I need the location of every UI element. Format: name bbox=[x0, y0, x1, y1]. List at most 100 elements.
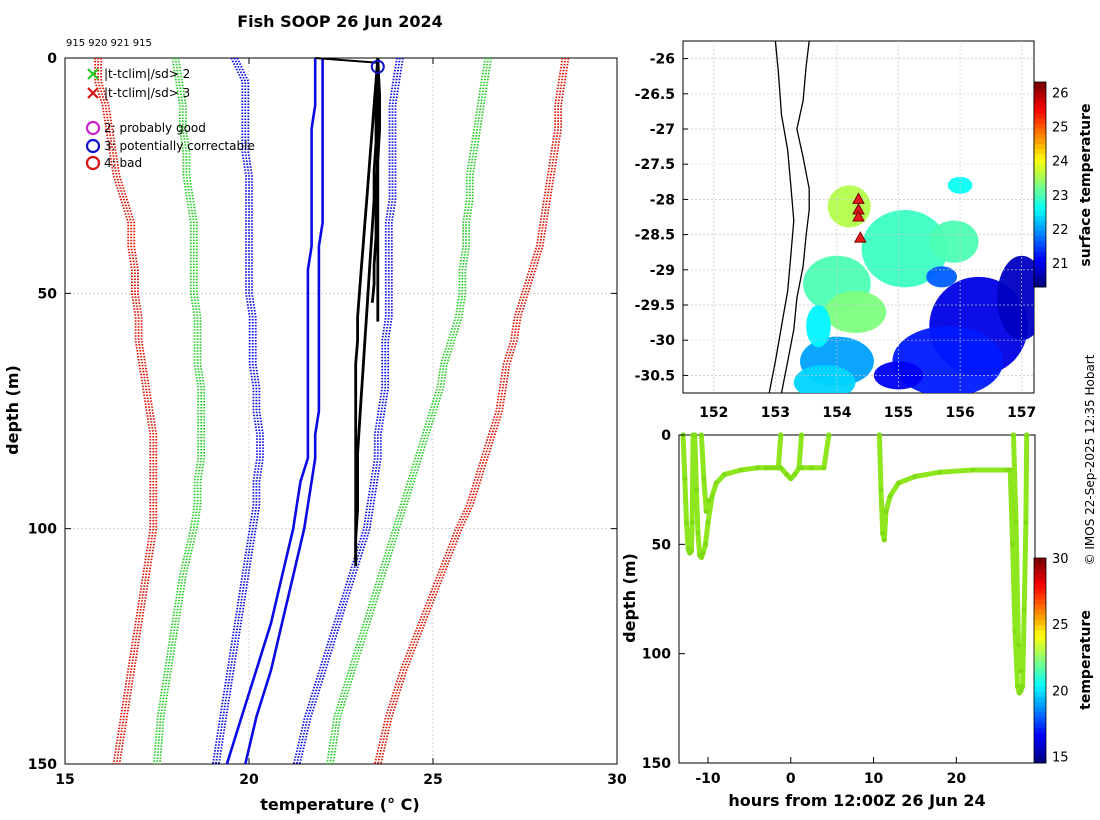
colorbar-cell bbox=[1034, 614, 1046, 620]
map-y-tick-label: -30.5 bbox=[635, 368, 675, 384]
bound-line-right bbox=[329, 57, 490, 765]
td-x-tick-label: 20 bbox=[947, 771, 967, 787]
colorbar-cell bbox=[1034, 184, 1046, 191]
colorbar-cell bbox=[1034, 660, 1046, 667]
colorbar-cell bbox=[1034, 240, 1046, 247]
colorbar-cell bbox=[1034, 593, 1046, 600]
td-point bbox=[1015, 642, 1021, 648]
bound-line-right bbox=[332, 57, 493, 765]
legend: |t-tclim|/sd> 2 |t-tclim|/sd> 3 2: probabl… bbox=[85, 67, 255, 171]
map-x-tick-label: 154 bbox=[822, 405, 851, 421]
colorbar-cell bbox=[1034, 573, 1046, 579]
td-trace bbox=[698, 432, 712, 514]
map-y-tick-label: -29 bbox=[650, 263, 675, 279]
td-point bbox=[695, 530, 701, 536]
td-trace bbox=[692, 432, 769, 560]
td-point bbox=[709, 493, 715, 499]
colorbar-cell bbox=[1034, 230, 1046, 237]
colorbar-cell bbox=[1034, 133, 1046, 139]
td-x-tick-label: 10 bbox=[864, 771, 884, 787]
colorbar-cell bbox=[1034, 82, 1046, 88]
colorbar-cell bbox=[1034, 629, 1046, 636]
td-y-tick-label: 150 bbox=[642, 756, 671, 772]
colorbar-cell bbox=[1034, 563, 1046, 569]
map-x-tick-label: 155 bbox=[884, 405, 913, 421]
sst-patch bbox=[824, 290, 887, 334]
time-depth-panel: -10 0 10 20 0 50 100 150 hours from 12:00Z 26 J… bbox=[620, 428, 1094, 810]
profile-line bbox=[354, 57, 380, 562]
colorbar-cell bbox=[1034, 169, 1046, 175]
td-ticks: -10 0 10 20 0 50 100 150 bbox=[642, 428, 967, 787]
td-point bbox=[821, 465, 827, 471]
td-point bbox=[767, 465, 773, 471]
td-point bbox=[895, 480, 901, 486]
bound-line-left bbox=[100, 58, 158, 765]
qc-flag-marker bbox=[370, 59, 385, 74]
colorbar-cell bbox=[1034, 604, 1046, 610]
map-x-tick-label: 157 bbox=[1007, 405, 1036, 421]
map-y-tick-label: -26.5 bbox=[635, 87, 675, 103]
colorbar-cell bbox=[1034, 737, 1046, 743]
td-point bbox=[778, 465, 784, 471]
colorbar-cell bbox=[1034, 107, 1046, 114]
colorbar-cell bbox=[1034, 722, 1046, 728]
colorbar-cell bbox=[1034, 271, 1046, 278]
profile-ids: 915 920 921 915 bbox=[66, 38, 152, 49]
td-point bbox=[788, 476, 794, 482]
td-point bbox=[778, 432, 784, 438]
map-y-tick-label: -29.5 bbox=[635, 298, 675, 314]
bound-line-left bbox=[94, 58, 152, 765]
colorbar-cell bbox=[1034, 179, 1046, 185]
map-colorbar-label: surface temperature bbox=[1078, 103, 1094, 266]
bound-line-left bbox=[156, 57, 203, 765]
sst-patch bbox=[793, 364, 856, 393]
y-tick-label: 0 bbox=[47, 51, 57, 67]
colorbar-cell bbox=[1034, 112, 1046, 119]
stations bbox=[852, 192, 867, 243]
colorbar-cell bbox=[1034, 210, 1046, 216]
td-y-tick-label: 50 bbox=[652, 537, 672, 553]
td-plot-area bbox=[678, 434, 1036, 764]
colorbar-cell bbox=[1034, 148, 1046, 155]
bound-line-left bbox=[159, 57, 206, 765]
colorbar-tick-label: 26 bbox=[1052, 86, 1069, 101]
colorbar-tick-label: 25 bbox=[1052, 618, 1069, 633]
legend-marker-o bbox=[85, 138, 101, 154]
chart-title: Fish SOOP 26 Jun 2024 bbox=[237, 12, 443, 31]
profile-line bbox=[354, 58, 380, 567]
colorbar-cell bbox=[1034, 215, 1046, 221]
colorbar-cell bbox=[1034, 276, 1046, 283]
colorbar-cell bbox=[1034, 558, 1046, 564]
bound-line-left bbox=[97, 58, 155, 765]
surface-line bbox=[315, 57, 378, 64]
colorbar-cell bbox=[1034, 609, 1046, 615]
map-ticks: 152 153 154 155 156 157 -26 -26.5 -27 -27.5 -28 -28… bbox=[635, 52, 1037, 421]
legend-label: 3: potentially correctable bbox=[104, 139, 255, 153]
profile-xlabel: temperature (° C) bbox=[260, 795, 419, 814]
td-point bbox=[1024, 432, 1030, 438]
td-point bbox=[771, 465, 777, 471]
legend-marker-x bbox=[87, 87, 99, 99]
bound-line-left bbox=[153, 57, 200, 765]
td-point bbox=[706, 498, 712, 504]
map-y-tick-label: -27.5 bbox=[635, 157, 675, 173]
colorbar-tick-label: 15 bbox=[1052, 750, 1069, 765]
td-point bbox=[792, 471, 798, 477]
colorbar-tick-label: 22 bbox=[1052, 223, 1069, 238]
td-point bbox=[682, 476, 688, 482]
profile-lines bbox=[94, 57, 570, 765]
credit-text: © IMOS 22-Sep-2025 12:35 Hobart bbox=[1083, 354, 1097, 565]
map-y-tick-label: -26 bbox=[650, 52, 675, 68]
colorbar-cell bbox=[1034, 97, 1046, 103]
colorbar-cell bbox=[1034, 650, 1046, 656]
colorbar-cell bbox=[1034, 261, 1046, 267]
legend-label: 2: probably good bbox=[104, 121, 206, 135]
colorbar-tick-label: 23 bbox=[1052, 189, 1069, 204]
td-trace bbox=[799, 432, 832, 471]
td-point bbox=[705, 519, 711, 525]
colorbar-cell bbox=[1034, 655, 1046, 661]
td-point bbox=[1021, 607, 1027, 613]
colorbar-tick-label: 20 bbox=[1052, 684, 1069, 699]
td-point bbox=[683, 519, 689, 525]
td-point bbox=[703, 509, 709, 515]
